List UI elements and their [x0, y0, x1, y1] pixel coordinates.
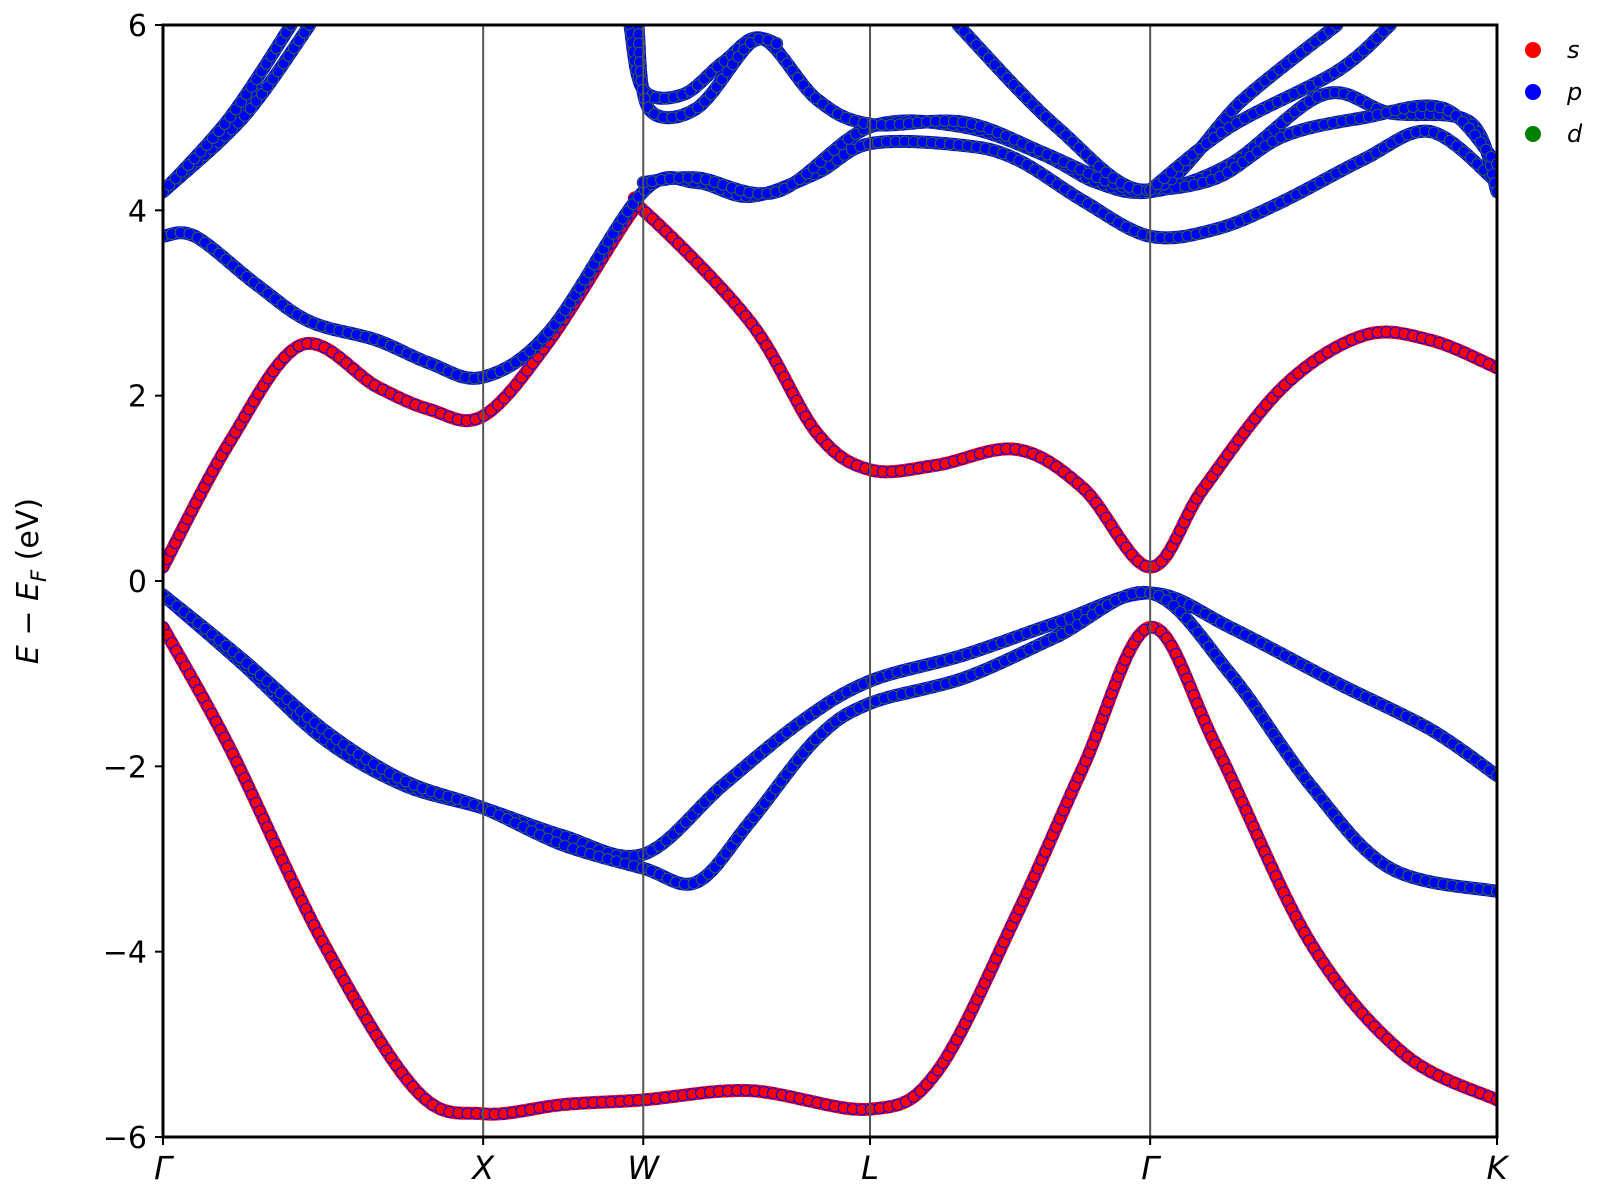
band-series-band-8 — [951, 25, 1344, 197]
y-axis: −6 −4 −2 0 2 4 6 — [103, 9, 163, 1156]
kpoint-label: X — [470, 1149, 495, 1187]
legend-label-p: p — [1566, 78, 1582, 106]
kpoint-label: K — [1487, 1149, 1511, 1187]
legend-marker-d — [1525, 126, 1541, 142]
y-tick-label: 2 — [128, 380, 147, 415]
legend-marker-p — [1525, 84, 1541, 100]
y-tick-label: −2 — [103, 750, 147, 785]
kpoint-label: Γ — [154, 1149, 174, 1187]
y-axis-label-unit: (eV) — [11, 498, 46, 570]
band-series-band-1 — [163, 191, 1497, 574]
kpoint-label: W — [627, 1149, 660, 1187]
kpoint-lines — [482, 25, 1152, 1137]
legend-label-d: d — [1567, 120, 1583, 148]
band-line — [163, 585, 1497, 898]
kpoint-label: Γ — [1141, 1149, 1161, 1187]
y-tick-label: 0 — [128, 565, 147, 600]
legend-marker-s — [1525, 42, 1541, 58]
kpoint-label: L — [861, 1149, 879, 1187]
band-series-band-11 — [163, 585, 1497, 898]
y-axis-label-subscript: F — [27, 569, 51, 582]
band-series-band-2 — [163, 124, 1497, 385]
legend-label-s: s — [1567, 36, 1580, 64]
plot-frame — [161, 23, 1499, 1139]
plot-area — [163, 25, 1497, 1121]
y-tick-label: −6 — [103, 1121, 147, 1156]
band-point — [770, 37, 783, 50]
band-series-band-9 — [1143, 25, 1397, 197]
y-axis-label: E − EF (eV) — [11, 498, 51, 664]
legend: spd — [1525, 36, 1583, 148]
y-tick-label: −4 — [103, 936, 147, 971]
y-tick-label: 6 — [128, 9, 147, 44]
band-series-band-12 — [163, 620, 1497, 1121]
y-tick-label: 4 — [128, 194, 147, 229]
y-axis-label-main: E − E — [11, 582, 46, 664]
band-series-band-7 — [631, 25, 784, 125]
band-series-band-4 — [163, 25, 298, 199]
